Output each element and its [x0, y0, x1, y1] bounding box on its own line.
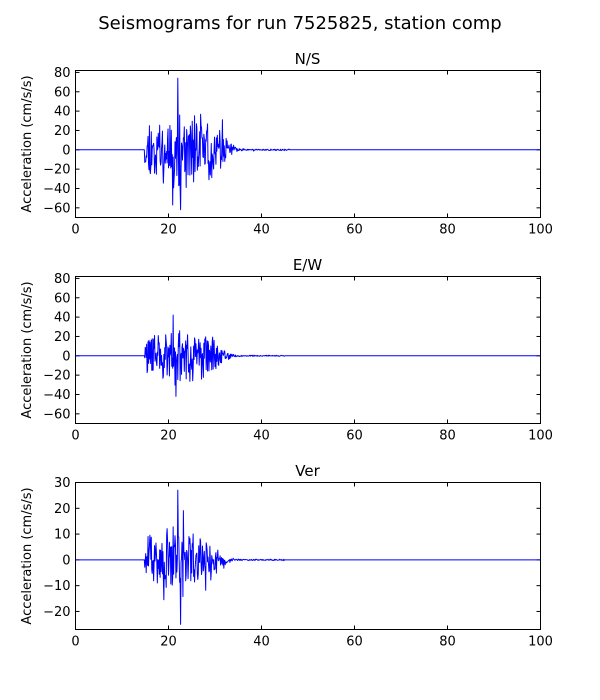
y-tick-label: 0: [62, 143, 70, 158]
waveform-trace-ver: [75, 489, 541, 625]
panel-ver: Ver Acceleration (cm/s/s) −20−100102030 …: [20, 462, 553, 650]
x-tick-label: 20: [160, 223, 177, 238]
x-tick-label: 80: [439, 429, 456, 444]
y-tick-label: −10: [43, 579, 70, 594]
y-tick-label: 60: [54, 291, 71, 306]
x-tick-label: 40: [253, 429, 270, 444]
x-tick-label: 100: [528, 429, 553, 444]
x-tick-label: 60: [346, 635, 363, 650]
y-tick-label: −20: [43, 369, 70, 384]
waveform-trace-ew: [75, 314, 541, 397]
figure-title: Seismograms for run 7525825, station com…: [98, 13, 501, 34]
y-tick-label: 0: [62, 553, 70, 568]
x-tick-label: 0: [71, 429, 79, 444]
x-tick-label: 20: [160, 429, 177, 444]
y-tick-label: −60: [43, 407, 70, 422]
x-tick-label: 40: [253, 223, 270, 238]
x-tick-label: 0: [71, 635, 79, 650]
y-tick-label: 20: [54, 330, 71, 345]
y-ticks-ver: −20 −10 0 10 20 30: [43, 476, 541, 620]
x-tick-label: 60: [346, 223, 363, 238]
panel-ns: N/S Acceleration (cm/s/s) −60 −40 −20 0 20 40…: [20, 50, 553, 238]
y-tick-label: 40: [54, 105, 71, 120]
y-axis-label-ns: Acceleration (cm/s/s): [20, 75, 35, 212]
x-tick-label: 80: [439, 223, 456, 238]
y-tick-label: 60: [54, 85, 71, 100]
x-tick-label: 40: [253, 635, 270, 650]
panel-title-ver: Ver: [295, 462, 320, 480]
y-tick-label: 0: [62, 349, 70, 364]
x-tick-label: 20: [160, 635, 177, 650]
y-tick-label: 40: [54, 311, 71, 326]
waveform-trace-ns: [75, 77, 541, 211]
x-tick-label: 0: [71, 223, 79, 238]
y-tick-label: −40: [43, 182, 70, 197]
x-tick-label: 100: [528, 635, 553, 650]
plot-frame-ns: [75, 70, 541, 218]
y-ticks-ns: −60 −40 −20 0 20 40 60 80: [43, 66, 541, 216]
plot-frame-ver: [75, 482, 541, 630]
y-axis-label-ver: Acceleration (cm/s/s): [20, 487, 35, 624]
y-tick-label: −20: [43, 163, 70, 178]
y-tick-label: 10: [54, 528, 71, 543]
x-tick-label: 80: [439, 635, 456, 650]
x-ticks-ns: 0 20 40 60 80 100: [71, 70, 553, 238]
y-tick-label: 80: [54, 66, 71, 81]
panel-title-ew: E/W: [293, 256, 323, 274]
x-tick-label: 100: [528, 223, 553, 238]
panel-title-ns: N/S: [295, 50, 321, 68]
y-tick-label: −20: [43, 605, 70, 620]
y-tick-label: −40: [43, 388, 70, 403]
y-tick-label: 80: [54, 272, 71, 287]
plot-frame-ew: [75, 276, 541, 424]
x-tick-label: 60: [346, 429, 363, 444]
y-tick-label: −60: [43, 201, 70, 216]
y-tick-label: 30: [54, 476, 71, 491]
x-ticks-ver: 0 20 40 60 80 100: [71, 482, 553, 650]
panel-ew: E/W Acceleration (cm/s/s) −60 −40 −20 0 20 40…: [20, 256, 553, 444]
x-ticks-ew: 0 20 40 60 80 100: [71, 276, 553, 444]
y-axis-label-ew: Acceleration (cm/s/s): [20, 281, 35, 418]
y-tick-label: 20: [54, 124, 71, 139]
y-ticks-ew: −60 −40 −20 0 20 40 60 80: [43, 272, 541, 422]
y-tick-label: 20: [54, 502, 71, 517]
